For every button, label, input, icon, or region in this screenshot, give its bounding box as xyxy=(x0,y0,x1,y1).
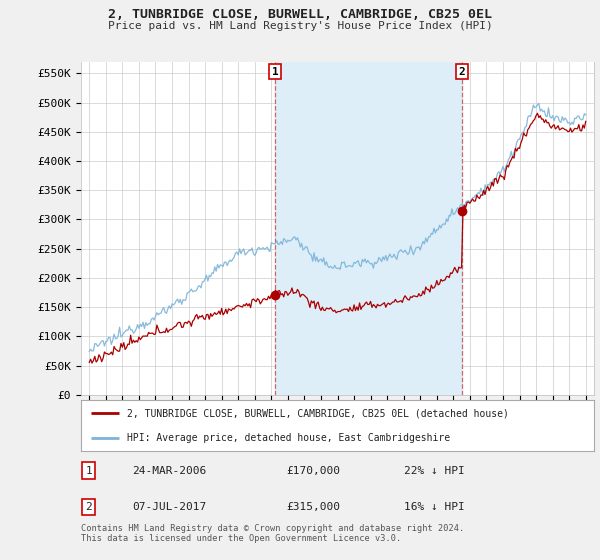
Bar xyxy=(275,62,462,395)
Text: 2, TUNBRIDGE CLOSE, BURWELL, CAMBRIDGE, CB25 0EL: 2, TUNBRIDGE CLOSE, BURWELL, CAMBRIDGE, … xyxy=(108,8,492,21)
Text: £170,000: £170,000 xyxy=(286,465,340,475)
Text: 1: 1 xyxy=(272,67,278,77)
Text: Contains HM Land Registry data © Crown copyright and database right 2024.
This d: Contains HM Land Registry data © Crown c… xyxy=(81,524,464,543)
Text: 2: 2 xyxy=(85,502,92,512)
Text: Price paid vs. HM Land Registry's House Price Index (HPI): Price paid vs. HM Land Registry's House … xyxy=(107,21,493,31)
Text: 24-MAR-2006: 24-MAR-2006 xyxy=(133,465,206,475)
Text: £315,000: £315,000 xyxy=(286,502,340,512)
Text: 16% ↓ HPI: 16% ↓ HPI xyxy=(404,502,465,512)
Text: 1: 1 xyxy=(85,465,92,475)
Text: 2, TUNBRIDGE CLOSE, BURWELL, CAMBRIDGE, CB25 0EL (detached house): 2, TUNBRIDGE CLOSE, BURWELL, CAMBRIDGE, … xyxy=(127,408,509,418)
Text: 22% ↓ HPI: 22% ↓ HPI xyxy=(404,465,465,475)
Text: 07-JUL-2017: 07-JUL-2017 xyxy=(133,502,206,512)
Text: 2: 2 xyxy=(458,67,466,77)
Text: HPI: Average price, detached house, East Cambridgeshire: HPI: Average price, detached house, East… xyxy=(127,433,450,443)
